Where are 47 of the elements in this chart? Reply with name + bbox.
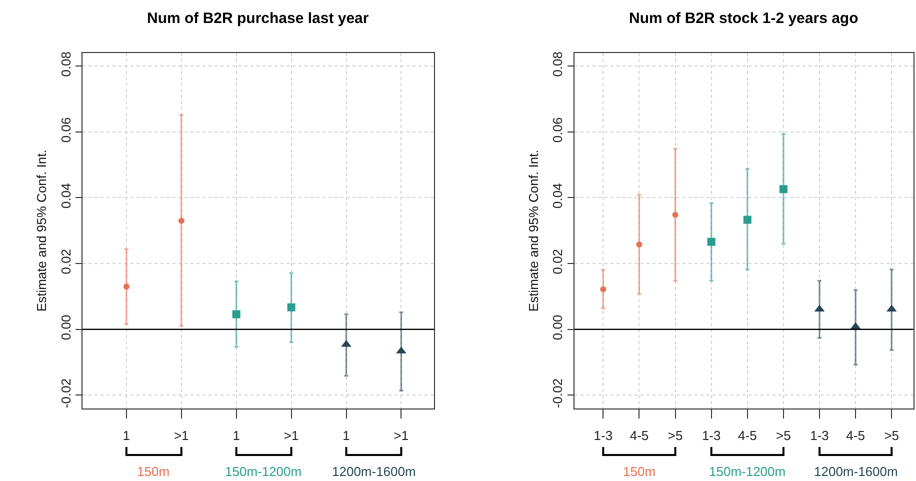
y-tick-label: -0.02 — [550, 378, 566, 408]
y-tick-label: 0.04 — [550, 183, 566, 208]
point — [123, 284, 130, 290]
y-axis-title: Estimate and 95% Conf. Int. — [34, 150, 50, 312]
x-tick-label: 4-5 — [846, 428, 865, 443]
y-tick-label: 0.00 — [550, 314, 566, 340]
y-tick-label: 0.06 — [550, 117, 566, 143]
point — [707, 238, 716, 246]
chart-title: Num of B2R purchase last year — [147, 10, 369, 27]
x-tick-label: >1 — [284, 428, 299, 443]
point — [672, 212, 678, 218]
point — [178, 218, 184, 224]
y-tick-label: 0.00 — [58, 314, 74, 340]
text: 150m — [137, 464, 170, 479]
point — [600, 286, 606, 292]
x-tick-label: >1 — [394, 428, 409, 443]
x-tick-label: 1 — [232, 428, 240, 443]
y-tick-label: 0.02 — [550, 248, 566, 274]
text: 150m — [623, 464, 656, 479]
x-tick-label: 4-5 — [738, 428, 757, 443]
point — [743, 216, 752, 224]
y-tick-label: 0.08 — [550, 51, 566, 77]
x-tick-label: >5 — [884, 428, 900, 443]
point — [232, 310, 240, 318]
x-tick-label: 4-5 — [630, 428, 649, 443]
x-tick-label: 1-3 — [594, 428, 613, 443]
chart-title: Num of B2R stock 1-2 years ago — [629, 10, 858, 27]
y-tick-label: 0.06 — [58, 117, 74, 143]
text: 1200m-1600m — [332, 464, 416, 479]
y-tick-label: 0.04 — [58, 183, 74, 208]
x-tick-label: 1 — [122, 428, 130, 443]
y-tick-label: 0.02 — [58, 248, 74, 274]
x-tick-label: >5 — [776, 428, 791, 443]
text: 150m-1200m — [709, 464, 786, 479]
y-tick-label: 0.08 — [58, 51, 74, 77]
point — [779, 185, 788, 194]
x-tick-label: >5 — [668, 428, 683, 443]
text: 150m-1200m — [225, 464, 302, 479]
y-tick-label: -0.02 — [58, 378, 74, 408]
x-tick-label: 1-3 — [702, 428, 721, 443]
x-tick-label: 1 — [342, 428, 350, 443]
point — [287, 303, 296, 312]
y-axis-title: Estimate and 95% Conf. Int. — [526, 150, 542, 312]
x-tick-label: 1-3 — [810, 428, 829, 443]
point — [636, 241, 642, 248]
text: 1200m-1600m — [814, 464, 898, 479]
x-tick-label: >1 — [174, 428, 189, 443]
